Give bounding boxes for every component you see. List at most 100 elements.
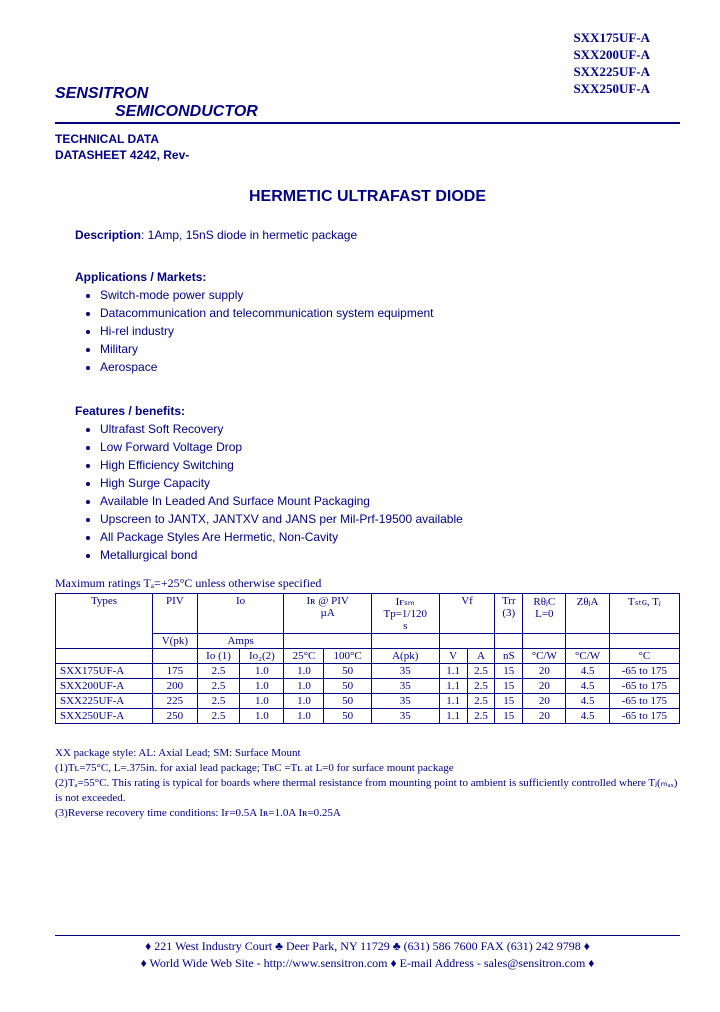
part-number-list: SXX175UF-A SXX200UF-A SXX225UF-A SXX250U… bbox=[573, 30, 650, 98]
sub-apk: A(pk) bbox=[371, 649, 439, 664]
table-cell: 20 bbox=[523, 679, 566, 694]
col-types: Types bbox=[56, 594, 153, 649]
features-list: Ultrafast Soft Recovery Low Forward Volt… bbox=[55, 420, 680, 564]
table-cell: 175 bbox=[153, 664, 198, 679]
table-cell: SXX225UF-A bbox=[56, 694, 153, 709]
sub-a: A bbox=[467, 649, 495, 664]
table-cell: 1.1 bbox=[439, 664, 467, 679]
technical-data-label: TECHNICAL DATA bbox=[55, 132, 680, 148]
table-cell: 2.5 bbox=[467, 664, 495, 679]
footer-address: ♦ 221 West Industry Court ♣ Deer Park, N… bbox=[55, 938, 680, 955]
table-cell: 225 bbox=[153, 694, 198, 709]
table-cell: 15 bbox=[495, 679, 523, 694]
col-io: Io bbox=[197, 594, 284, 634]
table-cell: 1.0 bbox=[240, 679, 284, 694]
col-trr: Trr (3) bbox=[495, 594, 523, 634]
list-item: Switch-mode power supply bbox=[100, 286, 680, 304]
applications-heading: Applications / Markets: bbox=[55, 270, 680, 284]
table-cell: 35 bbox=[371, 664, 439, 679]
table-cell: 250 bbox=[153, 709, 198, 724]
sub-io1: Io (1) bbox=[197, 649, 240, 664]
table-header-row: Io (1) Io₂(2) 25°C 100°C A(pk) V A nS °C… bbox=[56, 649, 680, 664]
note-line: (1)Tʟ=75°C, L=.375in. for axial lead pac… bbox=[55, 761, 680, 776]
table-cell: 4.5 bbox=[566, 694, 609, 709]
note-line: XX package style: AL: Axial Lead; SM: Su… bbox=[55, 746, 680, 761]
unit-vpk: V(pk) bbox=[153, 634, 198, 649]
col-rthjc: RθⱼC L=0 bbox=[523, 594, 566, 634]
sub-degc: °C bbox=[609, 649, 679, 664]
list-item: High Surge Capacity bbox=[100, 474, 680, 492]
table-cell: 2.5 bbox=[197, 694, 240, 709]
page-footer: ♦ 221 West Industry Court ♣ Deer Park, N… bbox=[55, 935, 680, 972]
table-cell: 200 bbox=[153, 679, 198, 694]
sub-100c: 100°C bbox=[324, 649, 371, 664]
sub-ns: nS bbox=[495, 649, 523, 664]
table-header-row: Types PIV Io Iʀ @ PIV µA Iғₛₘ Tp=1/120 s… bbox=[56, 594, 680, 634]
note-line: (2)Tₐ=55°C. This rating is typical for b… bbox=[55, 776, 680, 806]
list-item: Aerospace bbox=[100, 358, 680, 376]
part-number: SXX225UF-A bbox=[573, 64, 650, 81]
table-cell: 35 bbox=[371, 709, 439, 724]
sub-25c: 25°C bbox=[284, 649, 324, 664]
table-cell: 50 bbox=[324, 664, 371, 679]
col-ir: Iʀ @ PIV µA bbox=[284, 594, 371, 634]
table-notes: XX package style: AL: Axial Lead; SM: Su… bbox=[55, 746, 680, 820]
unit-amps: Amps bbox=[197, 634, 284, 649]
sub-cw2: °C/W bbox=[566, 649, 609, 664]
sub-io2: Io₂(2) bbox=[240, 649, 284, 664]
table-cell: 1.0 bbox=[284, 679, 324, 694]
table-cell: 2.5 bbox=[197, 679, 240, 694]
list-item: Upscreen to JANTX, JANTXV and JANS per M… bbox=[100, 510, 680, 528]
table-cell: 15 bbox=[495, 709, 523, 724]
applications-list: Switch-mode power supply Datacommunicati… bbox=[55, 286, 680, 376]
table-cell: 4.5 bbox=[566, 664, 609, 679]
specifications-table: Types PIV Io Iʀ @ PIV µA Iғₛₘ Tp=1/120 s… bbox=[55, 593, 680, 724]
table-cell: -65 to 175 bbox=[609, 694, 679, 709]
table-cell: 20 bbox=[523, 664, 566, 679]
col-ifsm: Iғₛₘ Tp=1/120 s bbox=[371, 594, 439, 634]
part-number: SXX250UF-A bbox=[573, 81, 650, 98]
table-cell: 20 bbox=[523, 694, 566, 709]
col-zthja: ZθⱼA bbox=[566, 594, 609, 634]
max-ratings-caption: Maximum ratings Tₐ=+25°C unless otherwis… bbox=[55, 576, 680, 591]
table-cell: 1.1 bbox=[439, 694, 467, 709]
list-item: Hi-rel industry bbox=[100, 322, 680, 340]
table-cell: -65 to 175 bbox=[609, 709, 679, 724]
table-cell: 4.5 bbox=[566, 679, 609, 694]
features-heading: Features / benefits: bbox=[55, 404, 680, 418]
list-item: All Package Styles Are Hermetic, Non-Cav… bbox=[100, 528, 680, 546]
sub-v: V bbox=[439, 649, 467, 664]
table-cell: 1.0 bbox=[240, 664, 284, 679]
technical-data-block: TECHNICAL DATA DATASHEET 4242, Rev- bbox=[55, 132, 680, 163]
table-cell: 2.5 bbox=[467, 709, 495, 724]
sub-cw1: °C/W bbox=[523, 649, 566, 664]
col-vf: Vf bbox=[439, 594, 495, 634]
list-item: High Efficiency Switching bbox=[100, 456, 680, 474]
table-cell: SXX175UF-A bbox=[56, 664, 153, 679]
list-item: Metallurgical bond bbox=[100, 546, 680, 564]
table-cell: 1.1 bbox=[439, 709, 467, 724]
table-cell: SXX200UF-A bbox=[56, 679, 153, 694]
header-divider bbox=[55, 122, 680, 124]
datasheet-number: DATASHEET 4242, Rev- bbox=[55, 148, 680, 164]
list-item: Datacommunication and telecommunication … bbox=[100, 304, 680, 322]
table-row: SXX200UF-A2002.51.01.050351.12.515204.5-… bbox=[56, 679, 680, 694]
table-row: SXX175UF-A1752.51.01.050351.12.515204.5-… bbox=[56, 664, 680, 679]
footer-divider bbox=[55, 935, 680, 936]
list-item: Low Forward Voltage Drop bbox=[100, 438, 680, 456]
page-title: HERMETIC ULTRAFAST DIODE bbox=[55, 188, 680, 206]
table-cell: 50 bbox=[324, 694, 371, 709]
table-cell: 2.5 bbox=[197, 709, 240, 724]
col-tstg: Tₛₜɢ, Tⱼ bbox=[609, 594, 679, 634]
list-item: Military bbox=[100, 340, 680, 358]
table-cell: 20 bbox=[523, 709, 566, 724]
footer-web: ♦ World Wide Web Site - http://www.sensi… bbox=[55, 955, 680, 972]
company-line2: SEMICONDUCTOR bbox=[55, 103, 680, 121]
table-cell: 1.1 bbox=[439, 679, 467, 694]
table-cell: 15 bbox=[495, 694, 523, 709]
table-cell: 50 bbox=[324, 709, 371, 724]
list-item: Ultrafast Soft Recovery bbox=[100, 420, 680, 438]
list-item: Available In Leaded And Surface Mount Pa… bbox=[100, 492, 680, 510]
table-cell: 35 bbox=[371, 694, 439, 709]
table-cell: 2.5 bbox=[197, 664, 240, 679]
